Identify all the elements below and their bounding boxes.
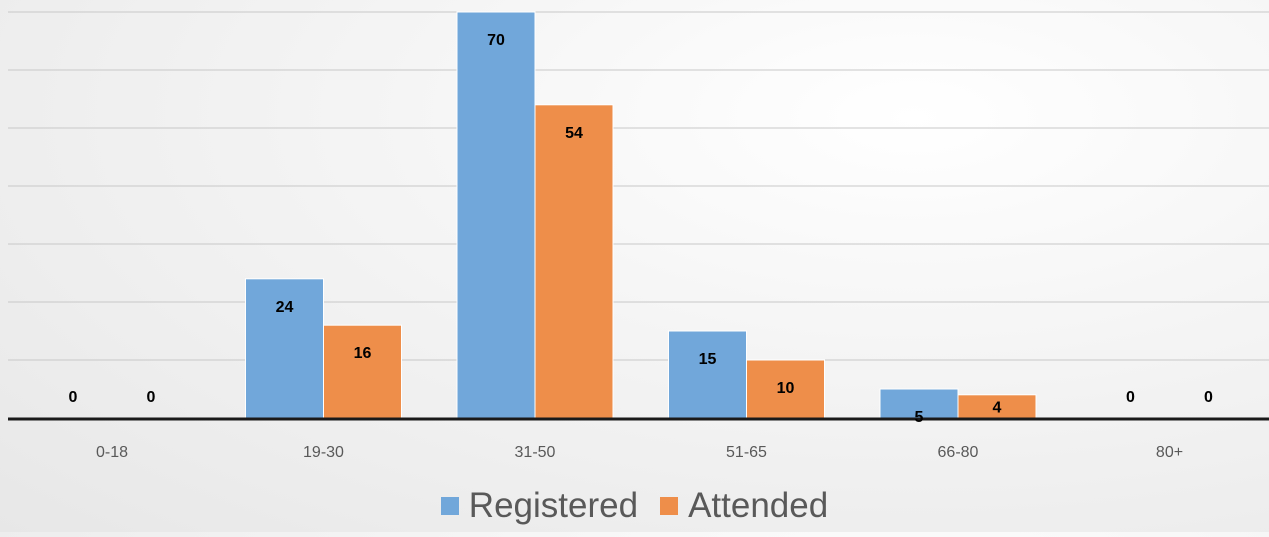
bar-attended-19-30 — [323, 324, 402, 419]
data-label-attended-80: 0 — [1204, 389, 1213, 406]
data-label-registered-66-80: 5 — [915, 409, 924, 426]
legend-label-registered: Registered — [468, 486, 639, 525]
legend-swatch-attended — [660, 497, 679, 515]
data-label-attended-0-18: 0 — [147, 389, 156, 406]
bar-registered-31-50 — [456, 11, 536, 419]
bars — [245, 11, 1037, 419]
x-tick-label-51-65: 51-65 — [726, 444, 767, 461]
x-tick-label-80: 80+ — [1156, 444, 1183, 461]
bar-attended-51-65 — [746, 359, 825, 419]
data-label-attended-19-30: 16 — [354, 345, 372, 362]
x-tick-label-19-30: 19-30 — [303, 444, 344, 461]
data-label-registered-19-30: 24 — [276, 299, 294, 316]
legend-entry-registered: Registered — [440, 486, 639, 526]
data-label-registered-80: 0 — [1126, 389, 1135, 406]
data-label-registered-31-50: 70 — [487, 32, 505, 49]
gridlines — [8, 11, 1269, 361]
x-axis: 0-18 19-30 31-50 51-65 66-80 80+ — [8, 417, 1269, 461]
data-label-attended-31-50: 54 — [565, 125, 583, 142]
x-tick-label-31-50: 31-50 — [515, 444, 556, 461]
data-label-registered-51-65: 15 — [699, 351, 717, 368]
legend-label-attended: Attended — [688, 486, 829, 525]
bar-attended-31-50 — [534, 104, 614, 419]
legend: Registered Attended — [0, 484, 1269, 528]
data-label-registered-0-18: 0 — [69, 389, 78, 406]
x-tick-label-66-80: 66-80 — [938, 444, 979, 461]
data-label-attended-66-80: 4 — [993, 399, 1002, 416]
bar-registered-51-65 — [668, 330, 747, 419]
x-tick-label-0-18: 0-18 — [96, 444, 128, 461]
legend-swatch-registered — [440, 497, 459, 515]
legend-entry-attended: Attended — [660, 486, 828, 526]
data-label-attended-51-65: 10 — [777, 380, 795, 397]
